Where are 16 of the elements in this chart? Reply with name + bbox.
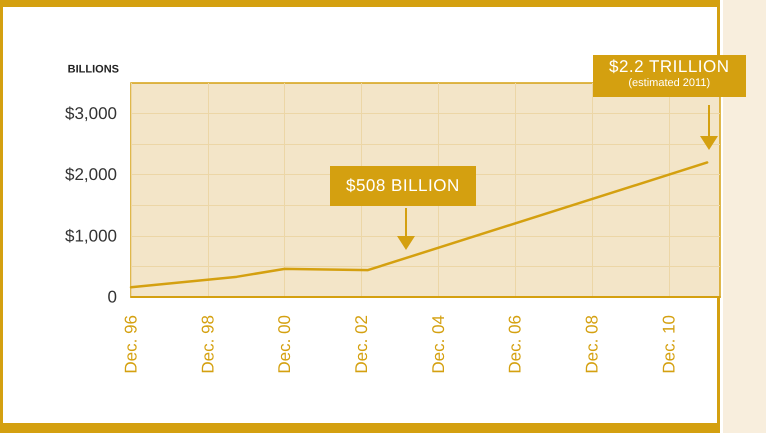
x-tick-label: Dec. 00 <box>275 315 294 374</box>
y-tick-label: $2,000 <box>65 165 117 184</box>
x-tick-label: Dec. 06 <box>506 315 525 374</box>
text: $2.2 TRILLION <box>609 57 730 78</box>
x-tick-label: Dec. 98 <box>198 315 218 374</box>
x-tick-label: Dec. 04 <box>428 315 448 374</box>
y-axis-title: BILLIONS <box>68 64 119 76</box>
y-tick-label: $3,000 <box>65 104 117 124</box>
x-tick-label: Dec. 08 <box>582 315 602 374</box>
x-tick-label: Dec. 96 <box>122 315 140 374</box>
annotation: (estimated 2011) <box>627 77 712 91</box>
x-tick-label: Dec. 10 <box>659 315 678 374</box>
y-tick-label: $1,000 <box>65 226 117 246</box>
y-tick-label: 0 <box>108 288 117 306</box>
x-tick-label: Dec. 02 <box>352 315 371 374</box>
annotation: $508 BILLION <box>330 166 476 206</box>
